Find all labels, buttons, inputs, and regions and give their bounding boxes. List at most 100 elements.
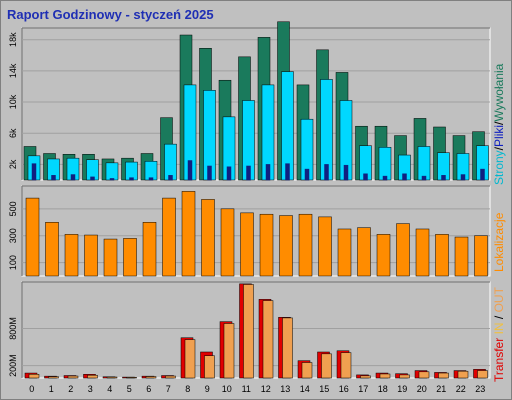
bar-wywolania [343,164,349,181]
bar-wywolania [187,160,193,181]
side-label-part: / [492,121,506,125]
bar-wywolania [109,178,115,181]
side-label-part: / [492,146,506,150]
bar-out [379,373,391,379]
x-tick-label: 15 [319,384,329,394]
panel-transfer [21,281,491,379]
bar-lokalizacje [415,228,430,277]
bar-out [243,284,254,379]
bar-wywolania [480,168,485,181]
y-tick-label: 100 [8,255,18,270]
bar-lokalizacje [45,222,59,277]
bar-wywolania [129,177,134,181]
side-label-locations: Lokalizacje [492,212,506,272]
bar-wywolania [90,176,95,181]
x-tick-label: 23 [475,384,485,394]
bar-wywolania [70,174,76,181]
bar-wywolania [402,173,407,181]
x-tick-label: 2 [68,384,73,394]
bar-out [204,355,215,379]
x-tick-label: 6 [146,384,151,394]
bar-out [67,375,79,379]
bar-lokalizacje [357,227,371,277]
bar-out [126,377,137,379]
side-label-part: Strony [492,150,506,185]
bar-lokalizacje [396,223,410,277]
bar-wywolania [421,175,427,181]
bar-wywolania [324,164,329,181]
x-tick-label: 21 [436,384,446,394]
bar-wywolania [382,175,388,181]
bar-wywolania [441,175,446,181]
bar-wywolania [148,177,154,181]
bar-out [399,374,410,379]
bar-lokalizacje [298,213,313,277]
y-tick-label: 14k [8,63,18,78]
x-tick-label: 13 [280,384,290,394]
bar-wywolania [285,163,290,181]
bar-lokalizacje [259,213,274,277]
bar-lokalizacje [435,234,449,277]
chart-title: Raport Godzinowy - styczeń 2025 [7,7,214,22]
bar-lokalizacje [279,215,293,277]
x-tick-label: 7 [166,384,171,394]
bar-out [321,353,332,379]
bar-out [87,374,98,379]
bar-lokalizacje [376,234,391,277]
y-tick-label: 800M [8,317,18,340]
x-tick-label: 5 [127,384,132,394]
chart-panels: 2k6k10k14k18kStrony/Pliki/Wywołania10030… [8,21,506,394]
side-label-transfer: Transfer IN / OUT [492,286,506,382]
y-tick-label: 200M [8,354,18,377]
bar-pliki [164,143,177,181]
x-tick-label: 22 [456,384,466,394]
y-tick-label: 300 [8,228,18,243]
x-tick-label: 9 [205,384,210,394]
bar-lokalizacje [64,234,79,277]
side-label-part: IN [492,322,506,334]
bar-out [262,300,274,379]
x-tick-label: 19 [397,384,407,394]
x-tick-label: 4 [107,384,112,394]
bar-wywolania [460,174,466,181]
bar-wywolania [31,163,37,181]
bar-lokalizacje [318,216,332,277]
bar-out [457,370,469,379]
bar-pliki [105,162,119,181]
y-tick-label: 18k [8,32,18,47]
bar-wywolania [304,168,310,181]
bar-lokalizacje [201,199,215,277]
x-tick-label: 1 [49,384,54,394]
bar-lokalizacje [337,228,352,277]
bar-lokalizacje [25,197,40,277]
bar-wywolania [246,165,251,181]
y-tick-label: 10k [8,94,18,109]
panel-locations [21,185,491,277]
x-tick-label: 10 [222,384,232,394]
bar-out [106,376,118,379]
bar-lokalizacje [454,236,469,277]
bar-lokalizacje [142,222,157,277]
panel-visits [21,27,491,181]
bar-out [340,352,352,379]
side-label-part: Pliki [492,125,506,147]
bar-out [28,374,40,379]
bar-out [477,370,488,379]
x-tick-label: 14 [300,384,310,394]
bar-out [360,375,371,379]
bar-lokalizacje [220,208,235,277]
bar-wywolania [265,164,271,181]
bar-out [184,339,196,379]
x-tick-label: 16 [339,384,349,394]
side-label-part: Transfer [492,338,506,382]
bar-pliki [417,146,431,181]
side-label-visits: Strony/Pliki/Wywołania [492,63,506,185]
bar-out [48,376,59,379]
bar-out [282,317,293,379]
x-tick-label: 17 [358,384,368,394]
bar-wywolania [363,173,368,181]
side-label-part: / [492,312,506,322]
x-tick-label: 3 [88,384,93,394]
bar-out [145,376,157,379]
bar-wywolania [226,166,232,181]
